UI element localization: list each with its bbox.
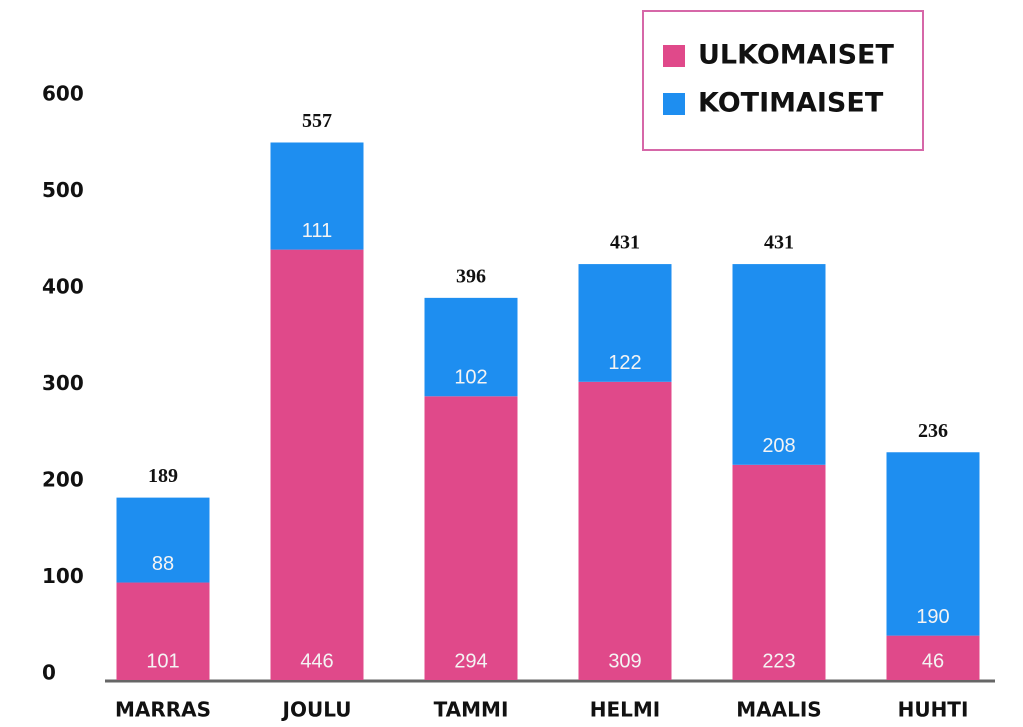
x-tick-label: TAMMI xyxy=(434,698,509,722)
x-tick-label: MAALIS xyxy=(736,698,821,722)
legend-box xyxy=(642,10,924,151)
bar-segment xyxy=(424,297,518,397)
segment-label: 294 xyxy=(454,650,487,672)
x-tick-label: MARRAS xyxy=(115,698,211,722)
total-label: 396 xyxy=(456,265,486,287)
y-tick-label: 200 xyxy=(42,468,84,492)
legend-swatch xyxy=(663,93,685,115)
x-tick-label: HUHTI xyxy=(898,698,969,722)
segment-label: 46 xyxy=(922,650,944,672)
bar-segment xyxy=(116,582,210,680)
x-tick-label: JOULU xyxy=(281,698,352,722)
segment-label: 446 xyxy=(300,650,333,672)
total-label: 236 xyxy=(918,420,948,442)
total-label: 431 xyxy=(764,232,794,254)
y-tick-label: 100 xyxy=(42,564,84,588)
total-label: 189 xyxy=(148,465,178,487)
bar-segment xyxy=(886,452,980,636)
legend-swatch xyxy=(663,45,685,67)
bar-segment xyxy=(270,142,364,250)
y-tick-label: 300 xyxy=(42,371,84,395)
total-label: 431 xyxy=(610,232,640,254)
y-tick-label: 0 xyxy=(42,661,56,685)
segment-label: 309 xyxy=(608,650,641,672)
total-label: 557 xyxy=(302,110,332,132)
segment-label: 102 xyxy=(454,367,487,389)
bar-segment xyxy=(732,464,826,680)
segment-label: 190 xyxy=(916,606,949,628)
legend-label: ULKOMAISET xyxy=(698,40,894,71)
bar-segment xyxy=(578,381,672,680)
segment-label: 208 xyxy=(762,435,795,457)
bar-segment xyxy=(578,264,672,382)
bar-segment xyxy=(886,635,980,680)
y-tick-label: 500 xyxy=(42,178,84,202)
segment-label: 101 xyxy=(146,650,179,672)
bar-segment xyxy=(270,249,364,681)
bar-segment xyxy=(732,264,826,465)
y-tick-label: 600 xyxy=(42,82,84,106)
segment-label: 122 xyxy=(608,352,641,374)
segment-label: 88 xyxy=(152,553,174,575)
y-tick-label: 400 xyxy=(42,275,84,299)
segment-label: 223 xyxy=(762,650,795,672)
legend-label: KOTIMAISET xyxy=(698,88,884,119)
x-tick-label: HELMI xyxy=(590,698,661,722)
bar-segment xyxy=(424,396,518,680)
bar-segment xyxy=(116,497,210,583)
segment-label: 111 xyxy=(302,220,332,242)
